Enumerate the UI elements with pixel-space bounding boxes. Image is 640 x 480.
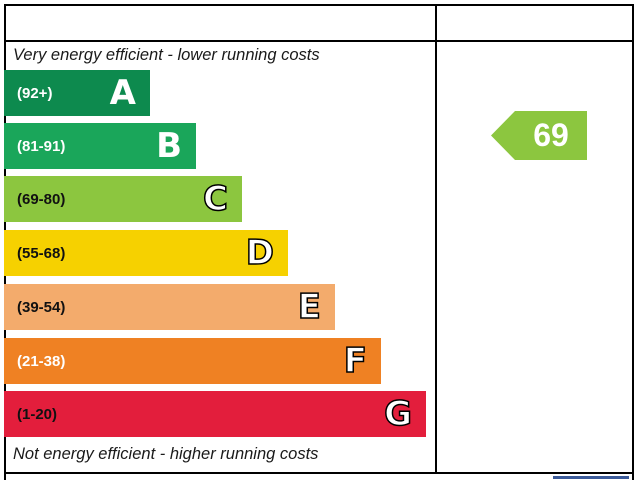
band-e-letter: E bbox=[297, 287, 322, 327]
band-g-letter: G bbox=[383, 394, 412, 434]
efficient-caption: Very energy efficient - lower running co… bbox=[13, 46, 320, 64]
band-f: (21-38) F bbox=[4, 338, 381, 384]
band-e-range: (39-54) bbox=[17, 298, 66, 316]
footer-divider bbox=[4, 472, 634, 474]
band-a-range: (92+) bbox=[17, 84, 53, 102]
band-b-range: (81-91) bbox=[17, 137, 66, 155]
band-e: (39-54) E bbox=[4, 284, 335, 330]
band-a: (92+) A bbox=[4, 70, 150, 116]
band-a-letter: A bbox=[109, 73, 136, 113]
band-d-range: (55-68) bbox=[17, 244, 66, 262]
arrow-shape-icon bbox=[491, 111, 587, 160]
header-divider bbox=[4, 40, 634, 42]
inefficient-caption: Not energy efficient - higher running co… bbox=[13, 445, 319, 463]
current-rating-arrow: 69 bbox=[491, 111, 587, 160]
band-b-letter: B bbox=[156, 126, 182, 166]
band-g-range: (1-20) bbox=[17, 405, 58, 423]
band-f-letter: F bbox=[343, 341, 368, 381]
band-g: (1-20) G bbox=[4, 391, 426, 437]
band-c: (69-80) C bbox=[4, 176, 242, 222]
column-divider bbox=[435, 4, 437, 474]
band-f-range: (21-38) bbox=[17, 352, 66, 370]
band-c-range: (69-80) bbox=[17, 190, 66, 208]
band-b: (81-91) B bbox=[4, 123, 196, 169]
band-d: (55-68) D bbox=[4, 230, 288, 276]
current-rating-value: 69 bbox=[533, 117, 569, 153]
band-d-letter: D bbox=[245, 233, 275, 273]
corner-tab bbox=[553, 476, 629, 479]
band-c-letter: C bbox=[202, 179, 228, 219]
